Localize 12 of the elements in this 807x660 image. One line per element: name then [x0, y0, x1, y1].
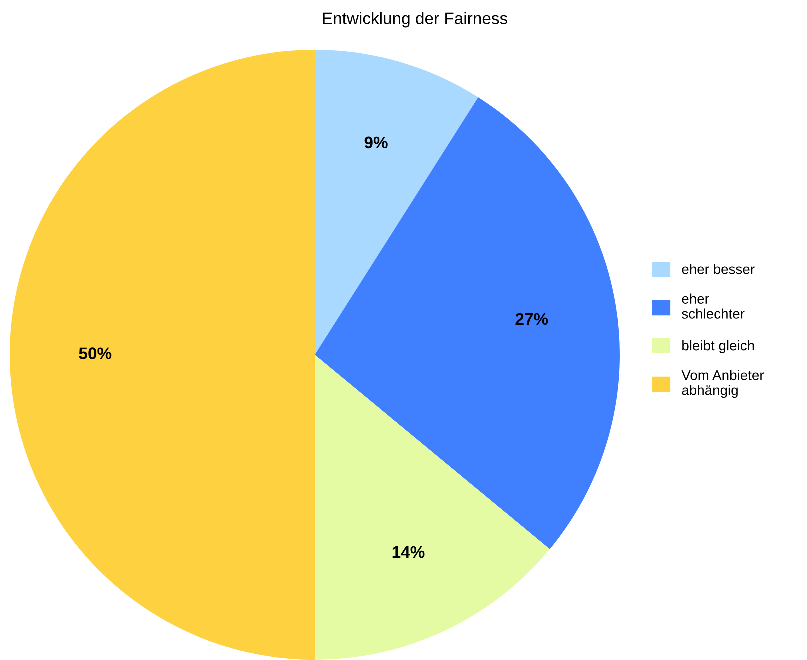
- pie-slice: [315, 355, 550, 660]
- legend-label: Vom Anbieter abhängig: [682, 370, 764, 398]
- legend-label: eher besser: [682, 264, 755, 274]
- pie-slice: [10, 50, 315, 660]
- legend-label: eher schlechter: [682, 294, 745, 319]
- data-label: 50%: [79, 348, 112, 360]
- pie-slice: [315, 50, 478, 355]
- data-label: 9%: [364, 136, 388, 149]
- chart-title: Entwicklung der Fairness: [323, 12, 508, 28]
- data-label: 14%: [392, 546, 425, 558]
- data-label: 27%: [516, 313, 548, 326]
- legend-label: bleibt gleich: [682, 340, 754, 354]
